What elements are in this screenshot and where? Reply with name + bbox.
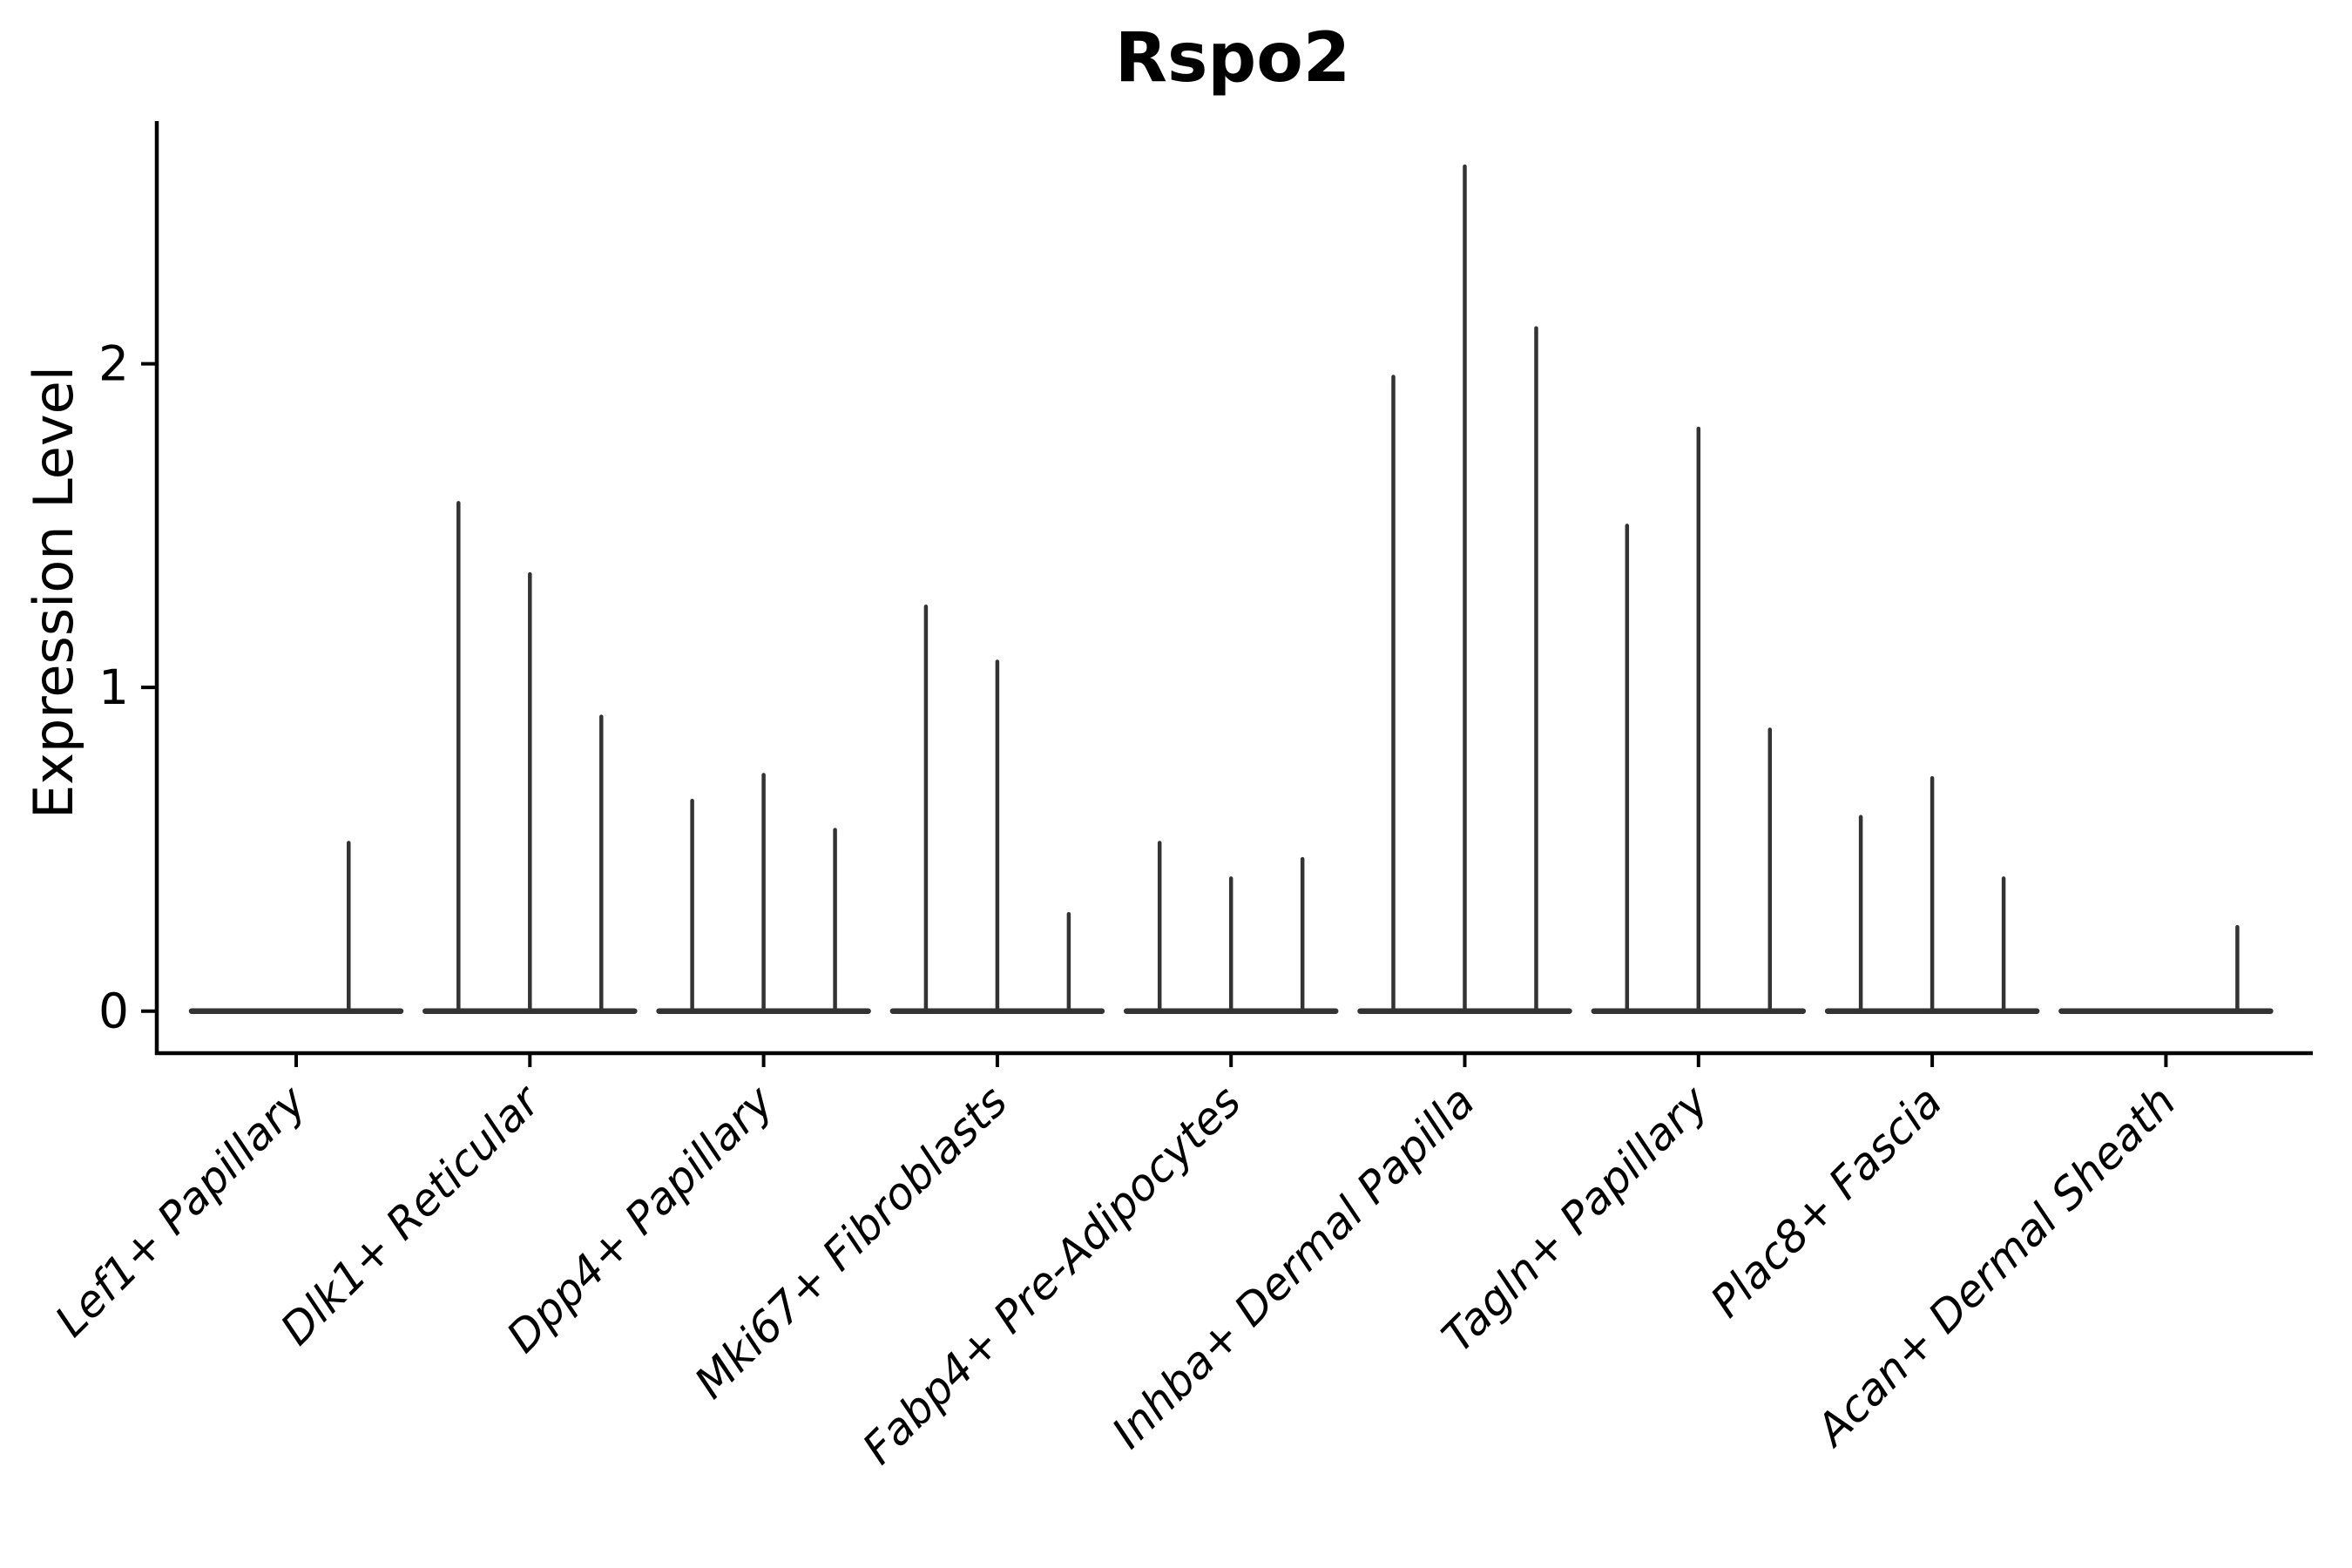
- x-tick-label: Fabp4+ Pre-Adipocytes: [853, 1076, 1251, 1474]
- y-tick-label: 2: [98, 336, 129, 392]
- chart-title: Rspo2: [1114, 19, 1351, 98]
- x-tick-label: Lef1+ Papillary: [45, 1075, 316, 1346]
- y-tick-label: 1: [98, 659, 129, 715]
- x-tick-label: Dlk1+ Reticular: [271, 1074, 551, 1355]
- x-tick-label: Plac8+ Fascia: [1701, 1076, 1952, 1327]
- y-tick-label: 0: [98, 983, 129, 1039]
